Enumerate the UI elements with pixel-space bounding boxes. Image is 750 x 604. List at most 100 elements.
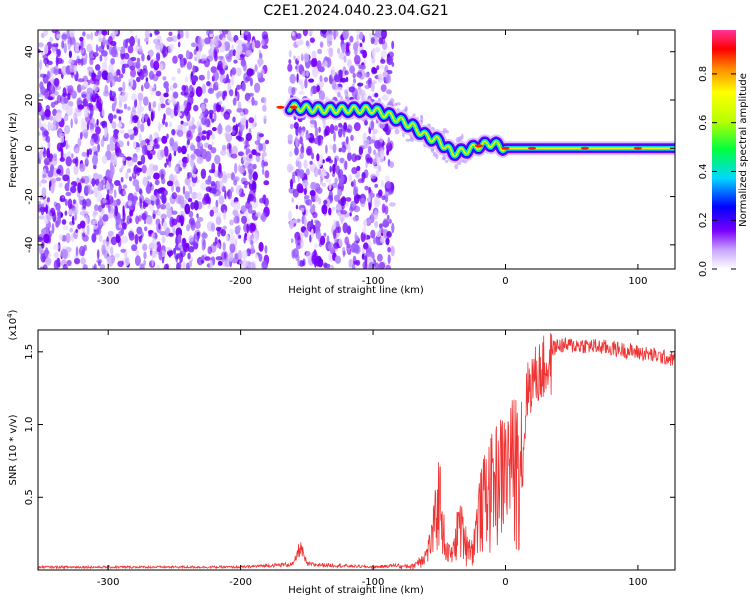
spectrogram-noise-cell [301,71,306,78]
spectrogram-noise-cell [171,128,176,136]
spectrogram-noise-cell [101,244,106,255]
spectrogram-noise-cell [92,211,99,216]
spectrogram-noise-cell [325,178,332,183]
spectrogram-noise-cell [80,257,86,265]
spectrogram-noise-cell [263,96,267,106]
spectrogram-noise-cell [79,36,84,42]
spectrogram-noise-cell [44,257,52,266]
snr-xlabel: Height of straight line (km) [288,585,424,596]
spectrogram-noise-cell [49,36,53,43]
spectrogram-noise-cell [143,96,149,106]
spectrogram-noise-cell [141,84,144,92]
spectrogram-noise-cell [253,196,257,203]
spectrogram-noise-cell [331,182,338,188]
spectrogram-noise-cell [343,55,347,63]
spectrogram-noise-cell [328,207,332,216]
spectrogram-noise-cell [384,205,389,215]
spectrogram-noise-cell [329,123,335,135]
spectrogram-noise-cell [297,126,302,134]
spectrogram-noise-cell [231,129,235,136]
spectrogram-noise-cell [83,81,89,87]
spectrogram-noise-cell [220,229,226,237]
spectrogram-noise-cell [98,37,104,43]
spectrogram-noise-cell [287,134,293,141]
spectrogram-noise-cell [94,204,99,212]
spectrogram-noise-cell [187,246,195,253]
spectrogram-noise-cell [351,153,358,163]
spectrogram-noise-cell [77,137,82,147]
spectrogram-noise-cell [229,228,234,235]
spectrogram-noise-cell [258,52,263,60]
spectrogram-noise-cell [376,156,380,167]
ridge-peak [276,105,285,109]
spectrogram-noise-cell [114,96,117,107]
spectrogram-noise-cell [156,45,161,54]
spectrogram-noise-cell [57,214,61,226]
spectrogram-noise-cell [185,49,190,60]
spectrogram-noise-cell [75,229,78,233]
spectrogram-noise-cell [127,140,130,147]
spectrogram-noise-cell [109,119,113,124]
spectrogram-noise-cell [141,112,145,124]
spectrogram-noise-cell [254,140,261,146]
spectrogram-noise-cell [343,122,348,131]
spectrogram-noise-cell [257,72,263,84]
spectrogram-noise-cell [122,222,127,230]
spectrogram-noise-cell [128,232,135,241]
spectrogram-noise-cell [146,199,153,205]
spectrogram-noise-cell [335,165,340,175]
spectrogram-noise-cell [107,230,114,237]
spectrogram-noise-cell [172,55,178,64]
spectrogram-noise-cell [242,108,249,115]
spectrogram-noise-cell [127,45,134,54]
spectrogram-noise-cell [174,103,179,111]
spectrogram-noise-cell [68,58,75,65]
spectrogram-noise-cell [371,57,376,64]
spectrogram-noise-cell [200,103,206,112]
spectrogram-noise-cell [340,95,343,100]
spectrogram-noise-cell [159,195,166,200]
spectrogram-noise-cell [159,103,166,109]
spectrogram-noise-cell [145,77,149,83]
spectrogram-noise-cell [291,197,295,203]
spectrogram-noise-cell [115,108,120,114]
spectrogram-noise-cell [231,67,237,76]
spectrogram-noise-cell [296,183,304,193]
spectrogram-noise-cell [93,133,100,145]
spectrogram-noise-cell [130,30,133,34]
spectrogram-noise-cell [168,43,175,50]
spectrogram-noise-cell [242,181,250,185]
spectrogram-noise-cell [203,98,209,104]
spectrogram-noise-cell [67,43,71,51]
spectrogram-noise-cell [63,97,69,104]
spectrogram-noise-cell [373,209,378,220]
spectrogram-noise-cell [344,236,350,245]
spectrogram-noise-cell [136,76,141,83]
spectrogram-noise-cell [323,199,328,205]
spectrogram-noise-cell [56,33,62,39]
spectrogram-noise-cell [58,68,62,75]
spectrogram-noise-cell [154,179,160,186]
spectrogram-noise-cell [156,70,162,77]
spectrogram-noise-cell [97,182,103,192]
spectrogram-noise-cell [38,180,42,188]
spectrogram-noise-cell [177,195,185,205]
spectrogram-noise-cell [139,263,145,269]
spectrogram-noise-cell [374,183,379,188]
spectrogram-noise-cell [216,241,221,249]
figure-title: C2E1.2024.040.23.04.G21 [263,3,448,19]
spectrogram-noise-cell [201,232,208,239]
spectrogram-noise-cell [188,210,194,218]
spectrogram-noise-cell [43,157,51,166]
spectrogram-noise-cell [193,241,199,250]
spectrogram-noise-cell [370,80,377,85]
spectrogram-noise-cell [195,148,201,157]
spectrogram-noise-cell [302,258,306,267]
spectrogram-noise-cell [111,121,117,129]
spectrogram-noise-cell [300,53,304,62]
spectrogram-noise-cell [386,231,392,238]
spectrogram-noise-cell [129,209,134,217]
spectrogram-noise-cell [332,219,337,230]
spectrogram-noise-cell [238,166,245,174]
spectrogram-noise-cell [127,57,134,69]
